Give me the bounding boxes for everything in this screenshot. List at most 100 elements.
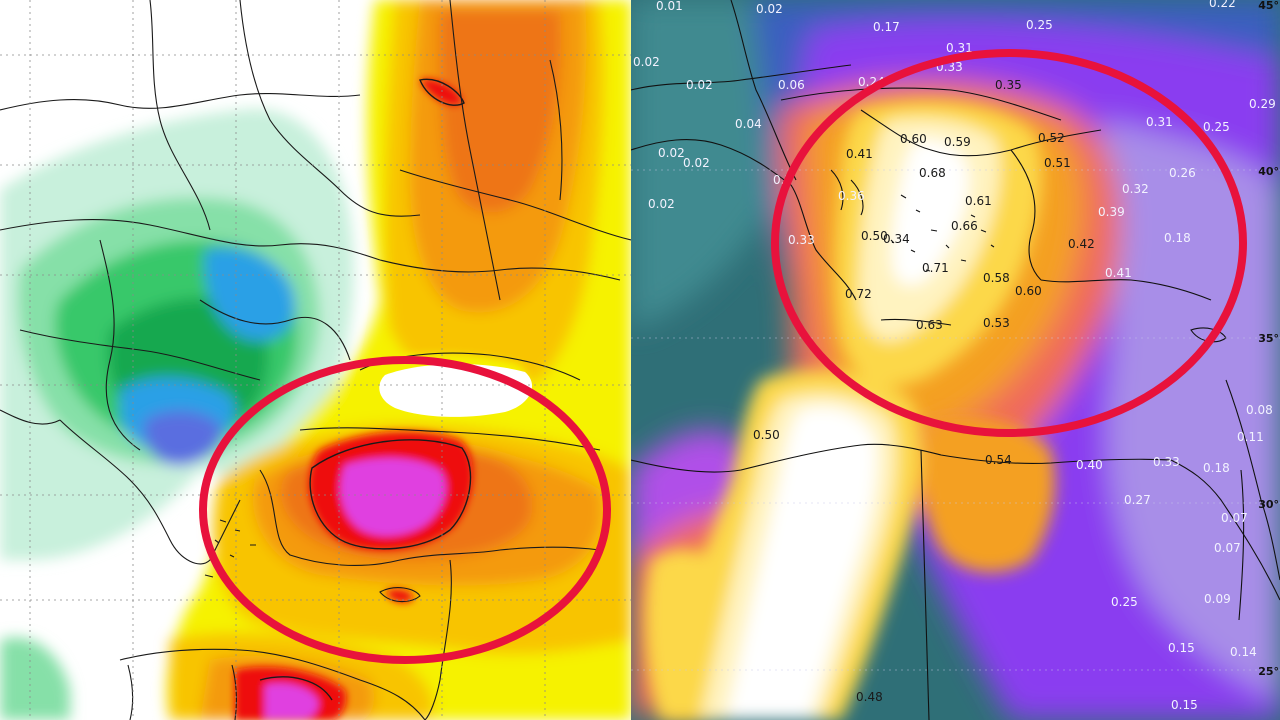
aod-value: 0.15 xyxy=(1168,641,1195,655)
right-map-gridlines xyxy=(631,169,1280,671)
aod-value: 0.41 xyxy=(846,147,873,161)
left-map-gridlines xyxy=(0,0,631,720)
orange-field-egypt xyxy=(922,416,1055,573)
aod-value: 0.51 xyxy=(1044,156,1071,170)
aod-value: 0.35 xyxy=(995,78,1022,92)
aod-value: 0.50 xyxy=(861,229,888,243)
coastline-africa xyxy=(119,648,426,720)
aod-value: 0.66 xyxy=(951,219,978,233)
aod-value: 0.33 xyxy=(788,233,815,247)
coastline-cyprus xyxy=(379,587,421,603)
aod-value: 0.06 xyxy=(778,78,805,92)
aod-value: 0.25 xyxy=(1111,595,1138,609)
border-line xyxy=(149,0,211,231)
aod-value: 0.59 xyxy=(944,135,971,149)
aod-value: 0.34 xyxy=(883,232,910,246)
border-line xyxy=(631,64,852,91)
aod-value: 0.60 xyxy=(1015,284,1042,298)
coastline-greece-west xyxy=(790,184,857,301)
aod-value: 0.39 xyxy=(1098,205,1125,219)
aod-value: 0.53 xyxy=(983,316,1010,330)
aod-value: 0.27 xyxy=(1124,493,1151,507)
coastline-adriatic xyxy=(0,409,61,425)
contour-africa xyxy=(259,676,333,701)
aod-value: 0.32 xyxy=(1122,182,1149,196)
contour-north xyxy=(419,78,465,106)
aod-value: 0.02 xyxy=(648,197,675,211)
border-line xyxy=(399,169,631,241)
right-map-cores xyxy=(645,101,1055,720)
aod-value: 0.63 xyxy=(916,318,943,332)
border-line xyxy=(780,87,1062,121)
border-line xyxy=(549,59,563,201)
highlight-ellipse-right xyxy=(771,49,1247,437)
border-egypt-libya xyxy=(920,449,930,720)
aod-value: 0.25 xyxy=(1026,18,1053,32)
contour-anatolia xyxy=(309,439,472,550)
aod-value: 0.02 xyxy=(756,2,783,16)
coastline-africa xyxy=(631,443,1172,473)
border-line xyxy=(499,546,601,551)
border-line xyxy=(1225,379,1280,581)
latitude-label: 45° xyxy=(1258,0,1279,12)
aegean-islands xyxy=(830,169,995,272)
aod-value: 0.15 xyxy=(1171,698,1198,712)
aod-value: 0.72 xyxy=(845,287,872,301)
latitude-label: 40° xyxy=(1258,165,1279,178)
aod-value: 0.54 xyxy=(985,453,1012,467)
aod-value: 0.71 xyxy=(922,261,949,275)
magenta-field-africa xyxy=(265,683,319,720)
aod-value: 0.02 xyxy=(686,78,713,92)
latitude-label: 30° xyxy=(1258,498,1279,511)
border-line xyxy=(19,329,261,381)
coastline-turkey-west xyxy=(1010,149,1042,281)
coastline-levant xyxy=(424,559,452,720)
coastline-turkey-south xyxy=(259,469,501,566)
coastline-italy xyxy=(631,139,792,186)
coastline-greece xyxy=(59,419,241,565)
border-line xyxy=(0,93,361,111)
aegean-islands xyxy=(204,519,256,578)
aod-value: 0.22 xyxy=(1209,0,1236,10)
aod-value: 0.17 xyxy=(873,20,900,34)
aod-value: 0.58 xyxy=(983,271,1010,285)
aod-value: 0.42 xyxy=(1068,237,1095,251)
aod-value: 0.48 xyxy=(856,690,883,704)
coastline-aegean-north xyxy=(860,109,1102,157)
aod-value: 0.31 xyxy=(1146,115,1173,129)
left-forecast-map xyxy=(0,0,631,720)
aod-value: 0.52 xyxy=(1038,131,1065,145)
coastline-red-sea-west xyxy=(1170,459,1280,601)
aod-value: 0.11 xyxy=(1237,430,1264,444)
latitude-label: 25° xyxy=(1258,665,1279,678)
black-sea xyxy=(379,364,533,417)
aod-value: 0.61 xyxy=(965,194,992,208)
aod-value: 0.18 xyxy=(1164,231,1191,245)
coastline-turkey-south xyxy=(1040,279,1212,301)
red-spot-north xyxy=(420,79,462,105)
right-forecast-map: 0.01 0.02 0.17 0.25 0.22 0.02 0.02 0.06 … xyxy=(631,0,1280,720)
aod-value: 0.07 xyxy=(1221,511,1248,525)
coastline-red-sea-east xyxy=(1238,469,1245,621)
right-map-borders xyxy=(631,0,1280,720)
aod-value: 0.36 xyxy=(838,189,865,203)
right-map-canvas: 0.01 0.02 0.17 0.25 0.22 0.02 0.02 0.06 … xyxy=(631,0,1280,720)
border-line xyxy=(127,664,134,720)
left-map-canvas xyxy=(0,0,631,720)
aod-value: 0.04 xyxy=(735,117,762,131)
aod-value: 0.26 xyxy=(1169,166,1196,180)
blue-field-north xyxy=(204,247,296,341)
aod-value: 0.25 xyxy=(1203,120,1230,134)
aod-value: 0.14 xyxy=(1230,645,1257,659)
red-spot-cyprus xyxy=(385,589,414,603)
border-line xyxy=(449,0,501,301)
aod-value: 0.41 xyxy=(1105,266,1132,280)
aod-value: 0.68 xyxy=(919,166,946,180)
border-line xyxy=(239,0,421,217)
coastline-black-sea-south xyxy=(299,427,601,451)
aod-value: 0.07 xyxy=(1214,541,1241,555)
aod-value: 0.50 xyxy=(753,428,780,442)
green-field-africa xyxy=(0,637,70,720)
white-field-libya xyxy=(726,406,878,720)
aod-value: 0.18 xyxy=(1203,461,1230,475)
